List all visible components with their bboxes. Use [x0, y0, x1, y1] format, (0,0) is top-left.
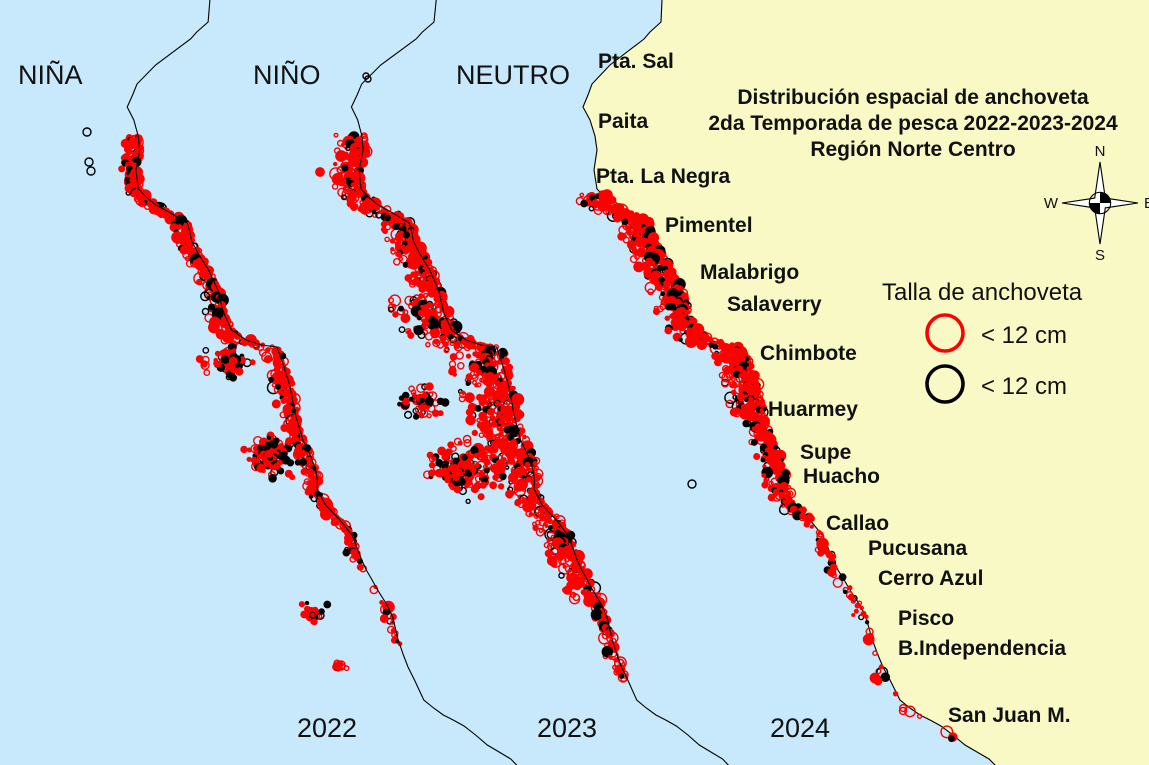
svg-text:Pucusana: Pucusana [868, 537, 968, 560]
svg-text:Callao: Callao [826, 512, 889, 535]
svg-text:Supe: Supe [800, 441, 851, 464]
svg-text:Huacho: Huacho [803, 465, 880, 488]
svg-text:Chimbote: Chimbote [760, 342, 857, 365]
svg-text:E: E [1144, 195, 1149, 212]
svg-text:2024: 2024 [770, 713, 830, 743]
svg-text:NIÑO: NIÑO [253, 59, 321, 90]
svg-text:2023: 2023 [537, 713, 597, 743]
svg-text:Pta. La Negra: Pta. La Negra [596, 165, 731, 188]
svg-text:NIÑA: NIÑA [18, 59, 83, 90]
svg-text:Región Norte Centro: Región Norte Centro [810, 138, 1015, 161]
svg-text:Paita: Paita [598, 110, 649, 133]
svg-text:W: W [1044, 195, 1059, 212]
svg-text:< 12 cm: < 12 cm [981, 322, 1067, 349]
svg-text:Cerro Azul: Cerro Azul [878, 567, 983, 590]
svg-text:Huarmey: Huarmey [768, 398, 858, 421]
svg-text:2022: 2022 [297, 713, 357, 743]
svg-text:Pisco: Pisco [898, 607, 954, 630]
svg-text:Pta. Sal: Pta. Sal [598, 50, 674, 73]
svg-text:S: S [1095, 247, 1105, 264]
svg-text:San Juan M.: San Juan M. [948, 704, 1071, 727]
svg-text:Malabrigo: Malabrigo [700, 261, 799, 284]
svg-text:Talla de anchoveta: Talla de anchoveta [882, 279, 1083, 306]
svg-text:B.Independencia: B.Independencia [898, 637, 1066, 660]
svg-text:2da Temporada de pesca 2022-20: 2da Temporada de pesca 2022-2023-2024 [708, 112, 1118, 135]
svg-text:< 12 cm: < 12 cm [981, 373, 1067, 400]
svg-text:Distribución espacial de ancho: Distribución espacial de anchoveta [737, 86, 1089, 109]
svg-text:NEUTRO: NEUTRO [456, 60, 570, 90]
svg-text:N: N [1095, 143, 1106, 160]
svg-text:Salaverry: Salaverry [727, 293, 822, 316]
svg-text:Pimentel: Pimentel [665, 214, 753, 237]
